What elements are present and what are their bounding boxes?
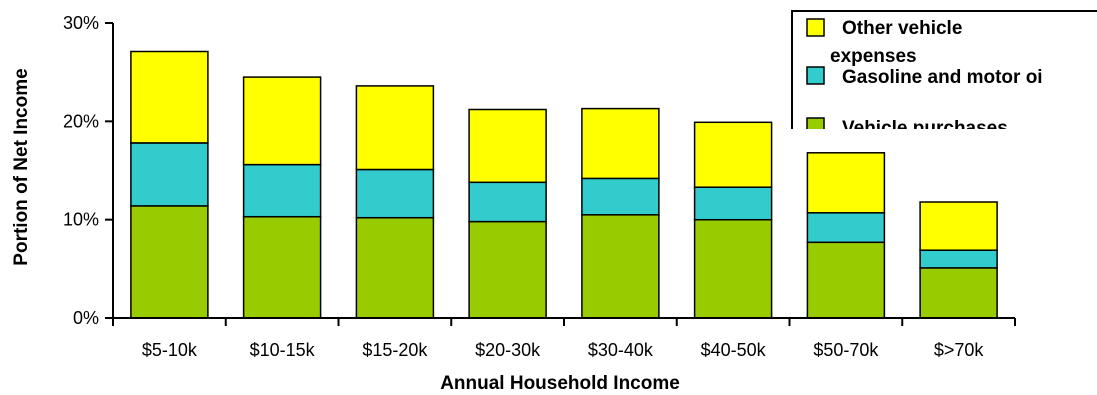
bars-group [130, 50, 998, 319]
legend-swatch-other-vehicle-expenses [806, 18, 825, 37]
bar-gasoline-and-motor-oil-10-15k [242, 163, 322, 218]
bar-vehicle-purchases-30-40k [581, 214, 660, 319]
legend-label-vehicle-purchases: Vehicle purchases [842, 118, 1008, 139]
legend-swatch-vehicle-purchases [806, 117, 825, 129]
bar-other-vehicle-expenses-5-10k [130, 50, 209, 144]
bar-vehicle-purchases-15-20k [355, 216, 435, 319]
x-tick-label: $5-10k [142, 340, 198, 360]
y-tick-label: 30% [63, 13, 99, 33]
bar-other-vehicle-expenses-30-40k [581, 107, 660, 180]
bar-gasoline-and-motor-oil-30-40k [581, 177, 660, 216]
legend-label-gasoline: Gasoline and motor oi [842, 67, 1043, 88]
y-tick-label: 0% [73, 308, 99, 328]
bar-vehicle-purchases-70k [919, 267, 998, 319]
y-tick-label: 20% [63, 111, 99, 131]
x-tick-label: $30-40k [588, 340, 654, 360]
legend-box [791, 10, 1097, 129]
y-tick-label: 10% [63, 210, 99, 230]
bar-other-vehicle-expenses-20-30k [468, 108, 547, 184]
x-tick-label: $>70k [934, 340, 985, 360]
legend-label-other-vehicle-line2: expenses [830, 46, 917, 67]
x-tick-label: $20-30k [475, 340, 541, 360]
x-tick-label: $40-50k [701, 340, 767, 360]
bar-other-vehicle-expenses-70k [919, 201, 998, 251]
y-ticks-group: 0% 10% 20% 30% [63, 13, 113, 328]
bar-other-vehicle-expenses-15-20k [355, 85, 435, 171]
y-axis-title: Portion of Net Income [11, 68, 32, 265]
legend-label-other-vehicle-line1: Other vehicle [842, 18, 962, 39]
bar-gasoline-and-motor-oil-70k [919, 249, 998, 269]
bar-gasoline-and-motor-oil-5-10k [130, 142, 209, 207]
bar-gasoline-and-motor-oil-50-70k [806, 212, 886, 244]
bar-gasoline-and-motor-oil-20-30k [468, 181, 547, 223]
legend: Other vehicle expenses Gasoline and moto… [791, 10, 1097, 139]
bar-vehicle-purchases-40-50k [693, 218, 773, 319]
bar-other-vehicle-expenses-50-70k [806, 152, 886, 214]
bar-vehicle-purchases-20-30k [468, 220, 547, 319]
bar-other-vehicle-expenses-40-50k [693, 121, 773, 188]
x-tick-label: $15-20k [362, 340, 428, 360]
bar-vehicle-purchases-50-70k [806, 241, 886, 319]
bar-vehicle-purchases-10-15k [242, 215, 322, 319]
bar-vehicle-purchases-5-10k [130, 205, 209, 319]
x-tick-label: $10-15k [250, 340, 316, 360]
bar-gasoline-and-motor-oil-15-20k [355, 168, 435, 219]
x-axis-title: Annual Household Income [440, 373, 680, 394]
bar-gasoline-and-motor-oil-40-50k [693, 186, 773, 221]
bar-other-vehicle-expenses-10-15k [242, 76, 322, 166]
x-ticks-group: $5-10k $10-15k $15-20k $20-30k $30-40k $40-50… [112, 318, 1016, 360]
legend-swatch-gasoline-and-motor-oil [806, 66, 825, 85]
x-tick-label: $50-70k [813, 340, 879, 360]
